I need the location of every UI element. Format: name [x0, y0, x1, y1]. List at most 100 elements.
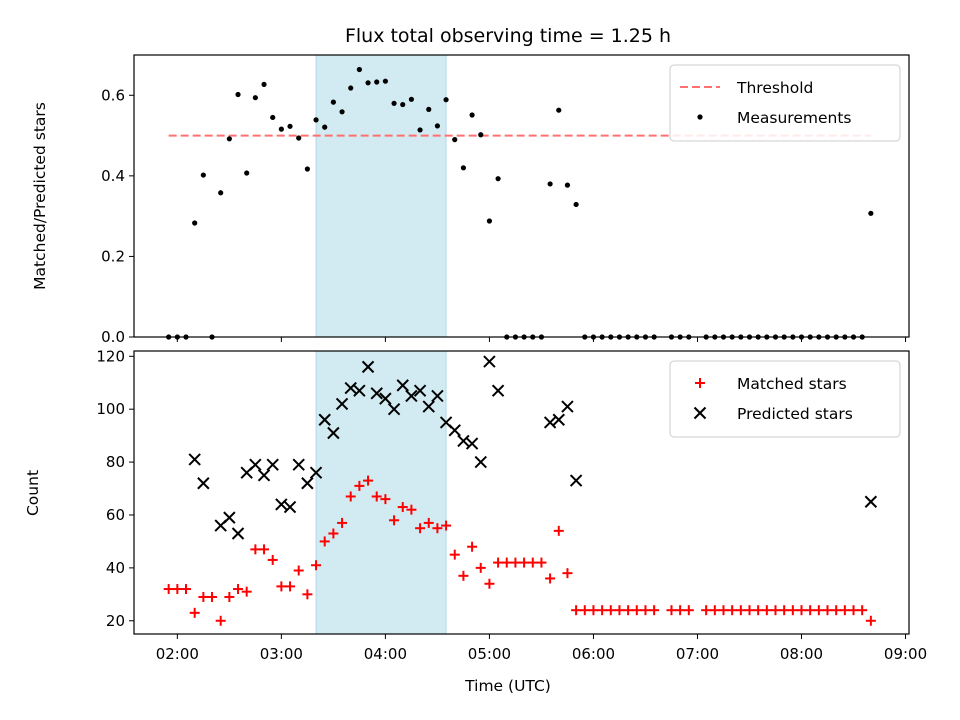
top-measurements-point [270, 114, 276, 121]
bottom-matched-stars-point [718, 605, 729, 616]
bottom-matched-stars-point [588, 605, 599, 616]
bottom-predicted-stars-point-b [864, 495, 878, 508]
bottom-predicted-stars-point-b [483, 355, 496, 368]
bottom-predicted-stars-point-b [292, 458, 305, 471]
bottom-predicted-stars-point [327, 426, 340, 440]
bottom-matched-stars-point [631, 605, 642, 616]
bottom-predicted-stars-point-b [457, 434, 470, 448]
top-measurements-point [304, 166, 310, 172]
top-axes-frame [133, 54, 910, 338]
bottom-matched-stars-point [406, 504, 417, 515]
bottom-predicted-stars-point [405, 389, 418, 403]
top-measurements-point [391, 100, 397, 106]
bottom-predicted-stars-point-b [491, 384, 505, 397]
top-measurements-point [460, 165, 467, 171]
top-measurements-point [426, 106, 432, 112]
bottom-matched-stars-point [233, 584, 244, 595]
bottom-matched-stars-point [510, 557, 521, 568]
bottom-matched-stars-point [579, 605, 590, 616]
top-measurements-point [226, 136, 232, 142]
top-legend-dot-swatch [697, 114, 703, 120]
bottom-predicted-stars-point [569, 474, 583, 487]
bottom-predicted-stars-point [431, 389, 444, 403]
bottom-predicted-stars-point-b [197, 477, 210, 490]
bottom-predicted-stars-point-b [474, 455, 487, 469]
bottom-matched-stars-point [337, 517, 348, 528]
bottom-predicted-stars-point-b [309, 466, 323, 479]
bottom-matched-stars-point [562, 568, 573, 579]
bottom-matched-stars-point [345, 491, 356, 502]
bottom-matched-stars-point [415, 523, 426, 534]
bottom-predicted-stars-point [465, 437, 479, 450]
bottom-matched-stars-point [675, 605, 686, 616]
bottom-matched-stars-point [285, 581, 296, 592]
bottom-predicted-stars-point-b [387, 402, 401, 416]
bottom-predicted-stars-point-b [257, 469, 271, 482]
bottom-matched-stars-point [458, 570, 469, 581]
bottom-matched-stars-point [519, 557, 530, 568]
bottom-predicted-stars-point [283, 500, 297, 514]
bottom-predicted-stars-point [292, 458, 305, 471]
bottom-matched-stars-point [553, 525, 564, 536]
bottom-predicted-stars-point-b [266, 458, 279, 471]
top-measurements-point [330, 99, 336, 105]
bottom-matched-stars-point [796, 605, 807, 616]
top-measurements-point [495, 176, 501, 182]
top-measurements-point [339, 109, 345, 115]
top-y-tick-label: 0.4 [101, 167, 125, 185]
bottom-matched-stars-point [449, 549, 460, 560]
top-measurements-point [478, 132, 484, 138]
bottom-predicted-stars-point [552, 413, 565, 426]
bottom-matched-stars-point [259, 544, 270, 555]
bottom-matched-stars-point [163, 584, 174, 595]
bottom-predicted-stars-point [387, 402, 401, 416]
bottom-matched-stars-point [302, 589, 313, 600]
bottom-predicted-stars-point [335, 397, 349, 411]
bottom-matched-stars-point [623, 605, 634, 616]
top-measurements-point [374, 79, 380, 85]
bottom-matched-stars-point [215, 615, 226, 626]
top-measurements-point [417, 127, 423, 133]
top-measurements-point [486, 218, 493, 224]
bottom-predicted-stars-point [309, 466, 323, 479]
top-y-axis-label: Matched/Predicted stars [31, 102, 49, 290]
bottom-y-tick-label: 60 [106, 506, 125, 524]
bottom-predicted-stars-point [231, 527, 245, 540]
bottom-matched-stars-point [701, 605, 712, 616]
bottom-predicted-stars-point [257, 469, 271, 482]
bottom-matched-stars-point [605, 605, 616, 616]
count-panel: 20 40 60 80 100 120 02:00 03:00 04:00 05:00 06:00 0… [96, 347, 927, 663]
bottom-matched-stars-point [172, 584, 183, 595]
bottom-matched-stars-point [241, 586, 252, 597]
bottom-predicted-stars-point [864, 495, 878, 508]
bottom-y-tick-label: 100 [96, 400, 125, 418]
bottom-matched-stars-point [224, 591, 235, 602]
bottom-matched-stars-point [666, 605, 677, 616]
bottom-matched-stars-point [181, 584, 192, 595]
bottom-legend-label: Predicted stars [737, 405, 853, 423]
bottom-matched-stars-point [727, 605, 738, 616]
top-measurements-point [868, 210, 874, 216]
top-measurements-point [192, 220, 198, 226]
bottom-predicted-stars-point [353, 384, 366, 397]
top-legend-label: Measurements [737, 109, 852, 127]
bottom-matched-stars-point [753, 605, 764, 616]
bottom-predicted-stars-point-b [353, 384, 366, 397]
top-measurements-point [365, 80, 371, 86]
bottom-x-tick-label: 07:00 [676, 645, 719, 663]
bottom-predicted-stars-point [422, 400, 435, 413]
top-measurements-point [322, 124, 328, 130]
bottom-matched-stars-point [493, 557, 504, 568]
bottom-predicted-stars-point [301, 477, 314, 490]
bottom-matched-stars-point [857, 605, 868, 616]
bottom-predicted-stars-point-b [335, 397, 349, 411]
chart-title: Flux total observing time = 1.25 h [345, 25, 671, 47]
bottom-matched-stars-point [389, 515, 400, 526]
bottom-matched-stars-point [432, 523, 443, 534]
top-y-tick-label: 0.2 [101, 247, 125, 265]
top-measurements-point [564, 182, 571, 188]
bottom-matched-stars-point [501, 557, 512, 568]
bottom-predicted-stars-point-b [231, 527, 245, 540]
bottom-matched-stars-point [813, 605, 824, 616]
